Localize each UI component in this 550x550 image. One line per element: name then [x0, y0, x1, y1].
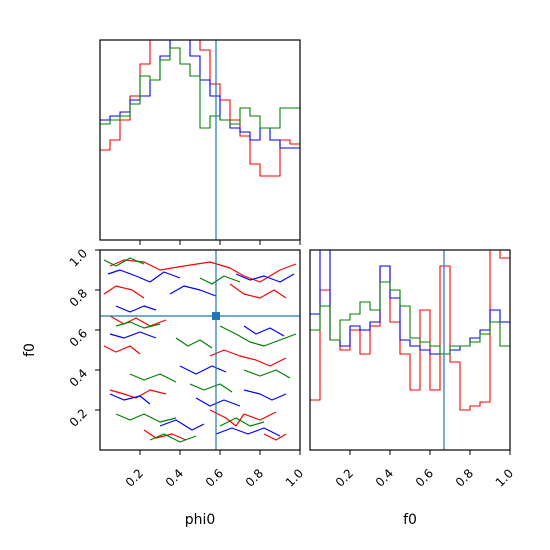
x-tick-label: 0.8 — [243, 466, 266, 489]
contour-line-series-1 — [263, 433, 287, 441]
contour-line-series-1 — [209, 349, 287, 367]
x-tick-label: 0.4 — [163, 466, 186, 489]
contour-line-series-2 — [107, 269, 181, 283]
contour-line-series-2 — [115, 305, 157, 313]
contour-line-series-2 — [109, 331, 157, 339]
x-tick-label: 1.0 — [493, 466, 516, 489]
y-tick-label: 0.2 — [67, 406, 90, 429]
histogram-step-series-3 — [100, 47, 300, 129]
histogram-step-series-2 — [100, 40, 300, 149]
contour-line-series-3 — [219, 417, 265, 427]
contour-line-series-1 — [209, 409, 277, 427]
x-tick-label: 0.8 — [453, 466, 476, 489]
x-axis-label-phi0: phi0 — [185, 512, 216, 528]
histogram-series-group — [310, 250, 510, 411]
panel-frame — [99, 249, 301, 451]
phi0-histogram-panel — [99, 39, 301, 245]
phi0-f0-contour-panel: 0.2 0.4 0.6 0.8 1.0 0.2 0.4 0.6 0.8 1.0 — [67, 246, 306, 489]
x-tick-label: 0.4 — [373, 466, 396, 489]
x-tick-label: 0.2 — [333, 466, 356, 489]
contour-line-series-2 — [235, 273, 295, 283]
contour-line-series-2 — [243, 325, 285, 337]
histogram-step-series-1 — [310, 250, 510, 411]
contour-line-series-3 — [219, 325, 297, 347]
contour-line-series-2 — [195, 397, 241, 407]
x-tick-label: 0.6 — [413, 466, 436, 489]
y-tick-label: 0.4 — [67, 366, 90, 389]
truth-marker — [212, 312, 220, 320]
x-tick-label: 1.0 — [283, 466, 306, 489]
contour-line-series-2 — [179, 365, 227, 375]
contour-line-series-2 — [159, 419, 205, 431]
contour-line-series-1 — [109, 259, 297, 283]
contour-line-series-3 — [243, 369, 291, 379]
histogram-step-series-3 — [310, 281, 510, 355]
contour-line-series-2 — [169, 285, 217, 297]
histogram-series-group — [100, 40, 300, 177]
contour-line-series-3 — [149, 433, 197, 443]
x-tick-label: 0.2 — [123, 466, 146, 489]
contour-line-series-1 — [109, 389, 167, 399]
contour-line-series-2 — [215, 427, 281, 437]
contour-line-series-1 — [109, 315, 167, 327]
contour-line-series-1 — [103, 345, 141, 355]
contour-line-series-3 — [129, 373, 177, 383]
histogram-step-series-2 — [310, 250, 510, 355]
contour-line-series-2 — [109, 393, 151, 405]
contour-line-series-2 — [243, 389, 287, 401]
histogram-step-series-1 — [100, 40, 300, 177]
y-axis-label-f0: f0 — [22, 343, 38, 357]
contour-line-series-3 — [199, 275, 241, 285]
contour-line-series-3 — [103, 257, 145, 267]
contour-line-series-1 — [143, 429, 187, 441]
y-tick-label: 0.6 — [67, 326, 90, 349]
x-axis-label-f0: f0 — [403, 512, 417, 528]
y-tick-label: 0.8 — [67, 286, 90, 309]
contour-line-series-3 — [115, 321, 161, 329]
contour-line-series-3 — [189, 383, 233, 393]
panel-frame — [309, 249, 511, 451]
contour-group — [103, 257, 297, 443]
f0-histogram-panel: 0.2 0.4 0.6 0.8 1.0 — [309, 249, 516, 490]
contour-line-series-1 — [229, 283, 287, 299]
contour-line-series-3 — [115, 413, 177, 423]
x-tick-label: 0.6 — [203, 466, 226, 489]
y-tick-label: 1.0 — [67, 246, 90, 269]
contour-line-series-1 — [103, 285, 145, 299]
panel-frame — [99, 39, 301, 241]
contour-line-series-3 — [175, 337, 213, 349]
